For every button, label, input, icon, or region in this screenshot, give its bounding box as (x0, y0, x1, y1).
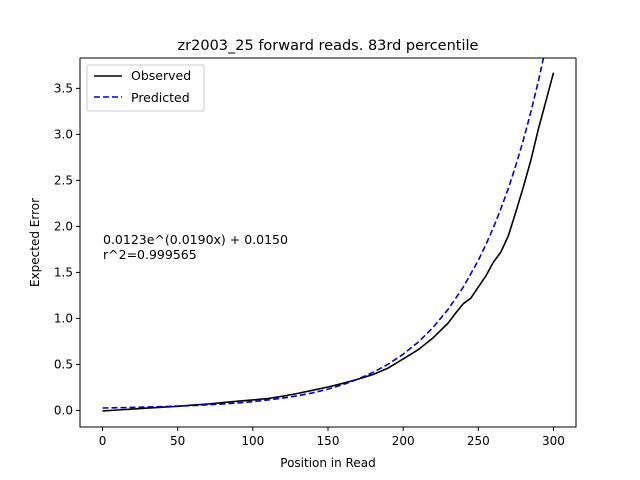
x-axis: 0 50 100 150 200 250 300 (99, 427, 565, 448)
x-tick-label: 50 (170, 434, 185, 448)
y-tick-label: 3.5 (54, 81, 73, 95)
fit-annotation: 0.0123e^(0.0190x) + 0.0150 r^2=0.999565 (103, 232, 288, 262)
legend-observed-label: Observed (131, 68, 191, 83)
x-tick-label: 0 (99, 434, 107, 448)
legend-predicted-label: Predicted (131, 90, 190, 105)
y-tick-label: 1.5 (54, 265, 73, 279)
x-tick-label: 200 (392, 434, 415, 448)
y-tick-label: 3.0 (54, 127, 73, 141)
y-tick-label: 0.0 (54, 403, 73, 417)
series-line-predicted (102, 58, 545, 409)
x-tick-label: 150 (317, 434, 340, 448)
y-tick-label: 2.0 (54, 219, 73, 233)
y-tick-label: 2.5 (54, 173, 73, 187)
legend: Observed Predicted (86, 64, 205, 112)
x-axis-label: Position in Read (280, 456, 375, 470)
y-tick-label: 1.0 (54, 311, 73, 325)
x-tick-label: 300 (542, 434, 565, 448)
y-axis-label: Expected Error (28, 198, 42, 287)
y-axis: 0.0 0.5 1.0 1.5 2.0 2.5 3.0 3.5 (54, 81, 80, 417)
fit-r-squared: r^2=0.999565 (103, 247, 197, 262)
y-tick-label: 0.5 (54, 357, 73, 371)
chart-title: zr2003_25 forward reads. 83rd percentile (178, 38, 479, 54)
x-tick-label: 250 (467, 434, 490, 448)
x-tick-label: 100 (241, 434, 264, 448)
fit-equation: 0.0123e^(0.0190x) + 0.0150 (103, 232, 288, 247)
